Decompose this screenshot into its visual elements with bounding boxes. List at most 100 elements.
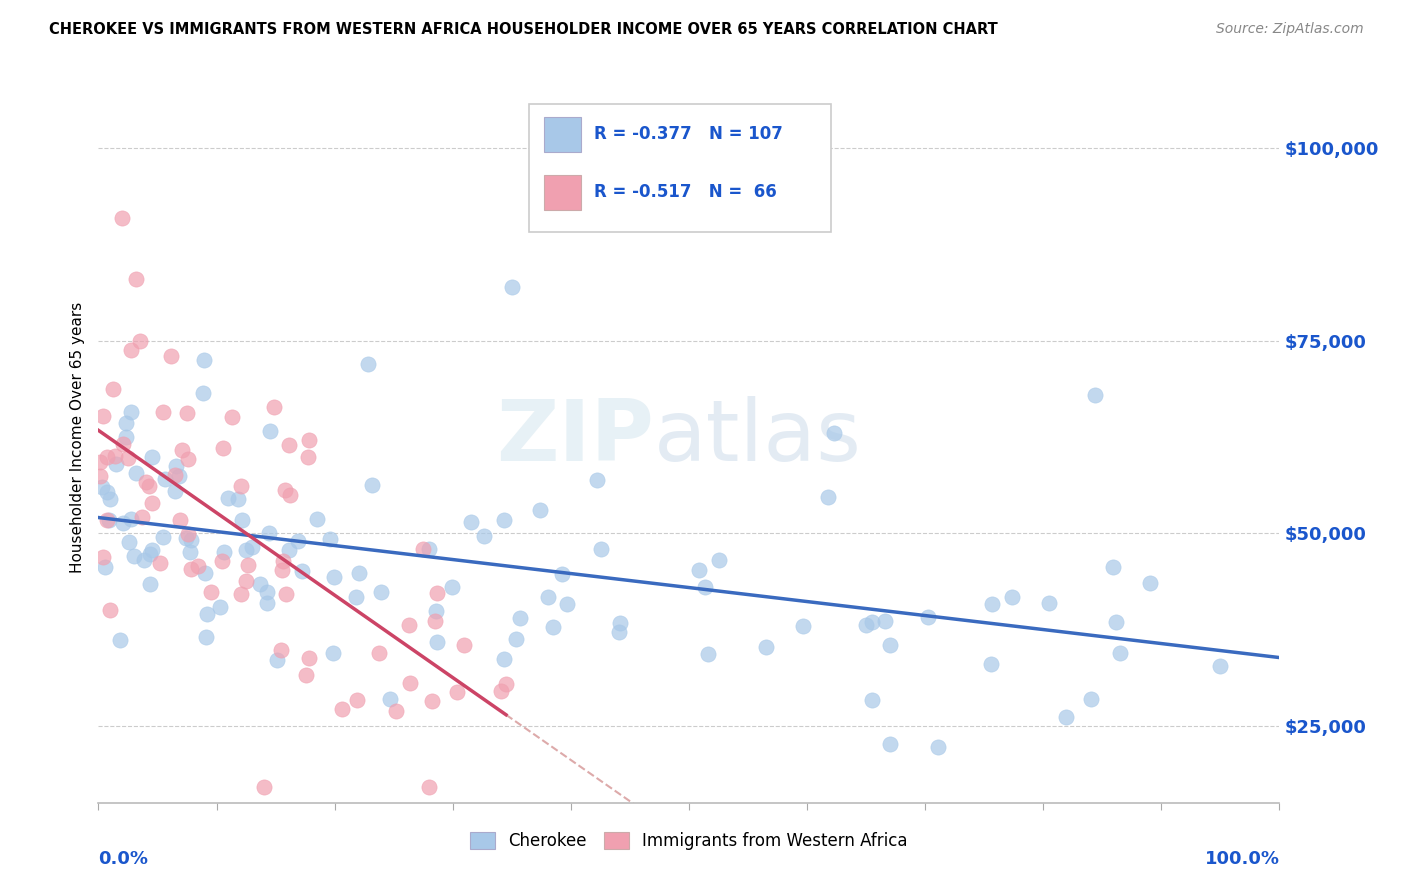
Point xyxy=(231,586,253,600)
Point xyxy=(274,587,297,601)
Point xyxy=(135,475,157,490)
Point xyxy=(177,527,200,541)
Text: CHEROKEE VS IMMIGRANTS FROM WESTERN AFRICA HOUSEHOLDER INCOME OVER 65 YEARS CORR: CHEROKEE VS IMMIGRANTS FROM WESTERN AFRI… xyxy=(49,22,998,37)
Point xyxy=(591,541,613,556)
Point xyxy=(236,558,259,573)
Point xyxy=(180,533,202,548)
Point xyxy=(194,566,217,581)
Point xyxy=(420,694,443,708)
Point xyxy=(167,468,190,483)
Point xyxy=(917,609,939,624)
Point xyxy=(1001,590,1024,604)
Point xyxy=(91,480,114,494)
Bar xyxy=(544,175,582,211)
Point xyxy=(163,467,186,482)
Point xyxy=(149,556,172,570)
Point xyxy=(193,353,215,368)
Point xyxy=(112,436,135,450)
Point xyxy=(277,542,299,557)
Point xyxy=(368,646,391,660)
Text: atlas: atlas xyxy=(654,395,862,479)
Point xyxy=(380,691,402,706)
Point xyxy=(370,584,392,599)
Point xyxy=(541,620,564,634)
Point xyxy=(195,607,218,621)
Point xyxy=(141,450,163,465)
Point xyxy=(141,543,163,558)
Point xyxy=(195,630,218,644)
Point xyxy=(298,651,321,665)
Point xyxy=(120,405,142,419)
Point xyxy=(174,531,197,545)
Point xyxy=(453,638,475,652)
Point xyxy=(120,343,142,357)
Point xyxy=(1105,615,1128,629)
Point xyxy=(291,564,314,578)
Point xyxy=(1038,596,1060,610)
Point xyxy=(226,491,249,506)
Point xyxy=(823,426,845,441)
Point xyxy=(426,586,449,600)
Point xyxy=(607,625,630,640)
Point xyxy=(108,633,131,648)
Point xyxy=(460,515,482,529)
Point xyxy=(221,410,243,425)
Point xyxy=(319,532,342,546)
Point xyxy=(259,525,281,540)
Point xyxy=(696,647,718,661)
Point xyxy=(240,540,263,554)
Point xyxy=(537,590,560,604)
Point xyxy=(295,668,318,682)
Point xyxy=(93,560,115,574)
Point xyxy=(138,478,160,492)
Point xyxy=(253,780,276,795)
Point xyxy=(586,474,609,488)
Point xyxy=(200,585,222,599)
Point xyxy=(555,598,578,612)
Point xyxy=(323,570,346,584)
Point xyxy=(347,566,370,581)
Point xyxy=(344,590,367,604)
FancyBboxPatch shape xyxy=(530,104,831,232)
Point xyxy=(212,545,235,559)
Point xyxy=(980,657,1002,672)
Point xyxy=(297,450,319,464)
Point xyxy=(217,491,239,505)
Text: R = -0.377   N = 107: R = -0.377 N = 107 xyxy=(595,125,783,143)
Point xyxy=(398,676,420,690)
Point xyxy=(187,558,209,573)
Point xyxy=(472,529,495,543)
Point xyxy=(425,614,447,628)
Point xyxy=(259,424,281,438)
Point xyxy=(1101,560,1123,574)
Point xyxy=(441,580,464,594)
Point xyxy=(91,549,114,564)
Point xyxy=(1209,658,1232,673)
Point xyxy=(169,513,191,527)
Text: R = -0.517   N =  66: R = -0.517 N = 66 xyxy=(595,183,778,201)
Point xyxy=(981,597,1004,611)
Y-axis label: Householder Income Over 65 years: Householder Income Over 65 years xyxy=(69,301,84,573)
Point xyxy=(492,512,515,526)
Point xyxy=(1054,710,1077,724)
Point xyxy=(139,576,162,591)
Point xyxy=(509,611,531,625)
Point xyxy=(707,552,730,566)
Point xyxy=(695,580,717,594)
Point xyxy=(1139,575,1161,590)
Point xyxy=(755,640,778,655)
Point xyxy=(609,616,631,631)
Point xyxy=(256,596,278,610)
Point xyxy=(278,487,301,501)
Point xyxy=(446,685,468,699)
Text: 0.0%: 0.0% xyxy=(98,850,149,868)
Point xyxy=(141,496,163,510)
Point xyxy=(180,562,202,576)
Point xyxy=(179,545,201,559)
Point xyxy=(112,516,135,530)
Point xyxy=(176,451,198,466)
Point xyxy=(96,513,118,527)
Point xyxy=(89,455,111,469)
Point xyxy=(235,574,257,588)
Point xyxy=(212,441,235,455)
